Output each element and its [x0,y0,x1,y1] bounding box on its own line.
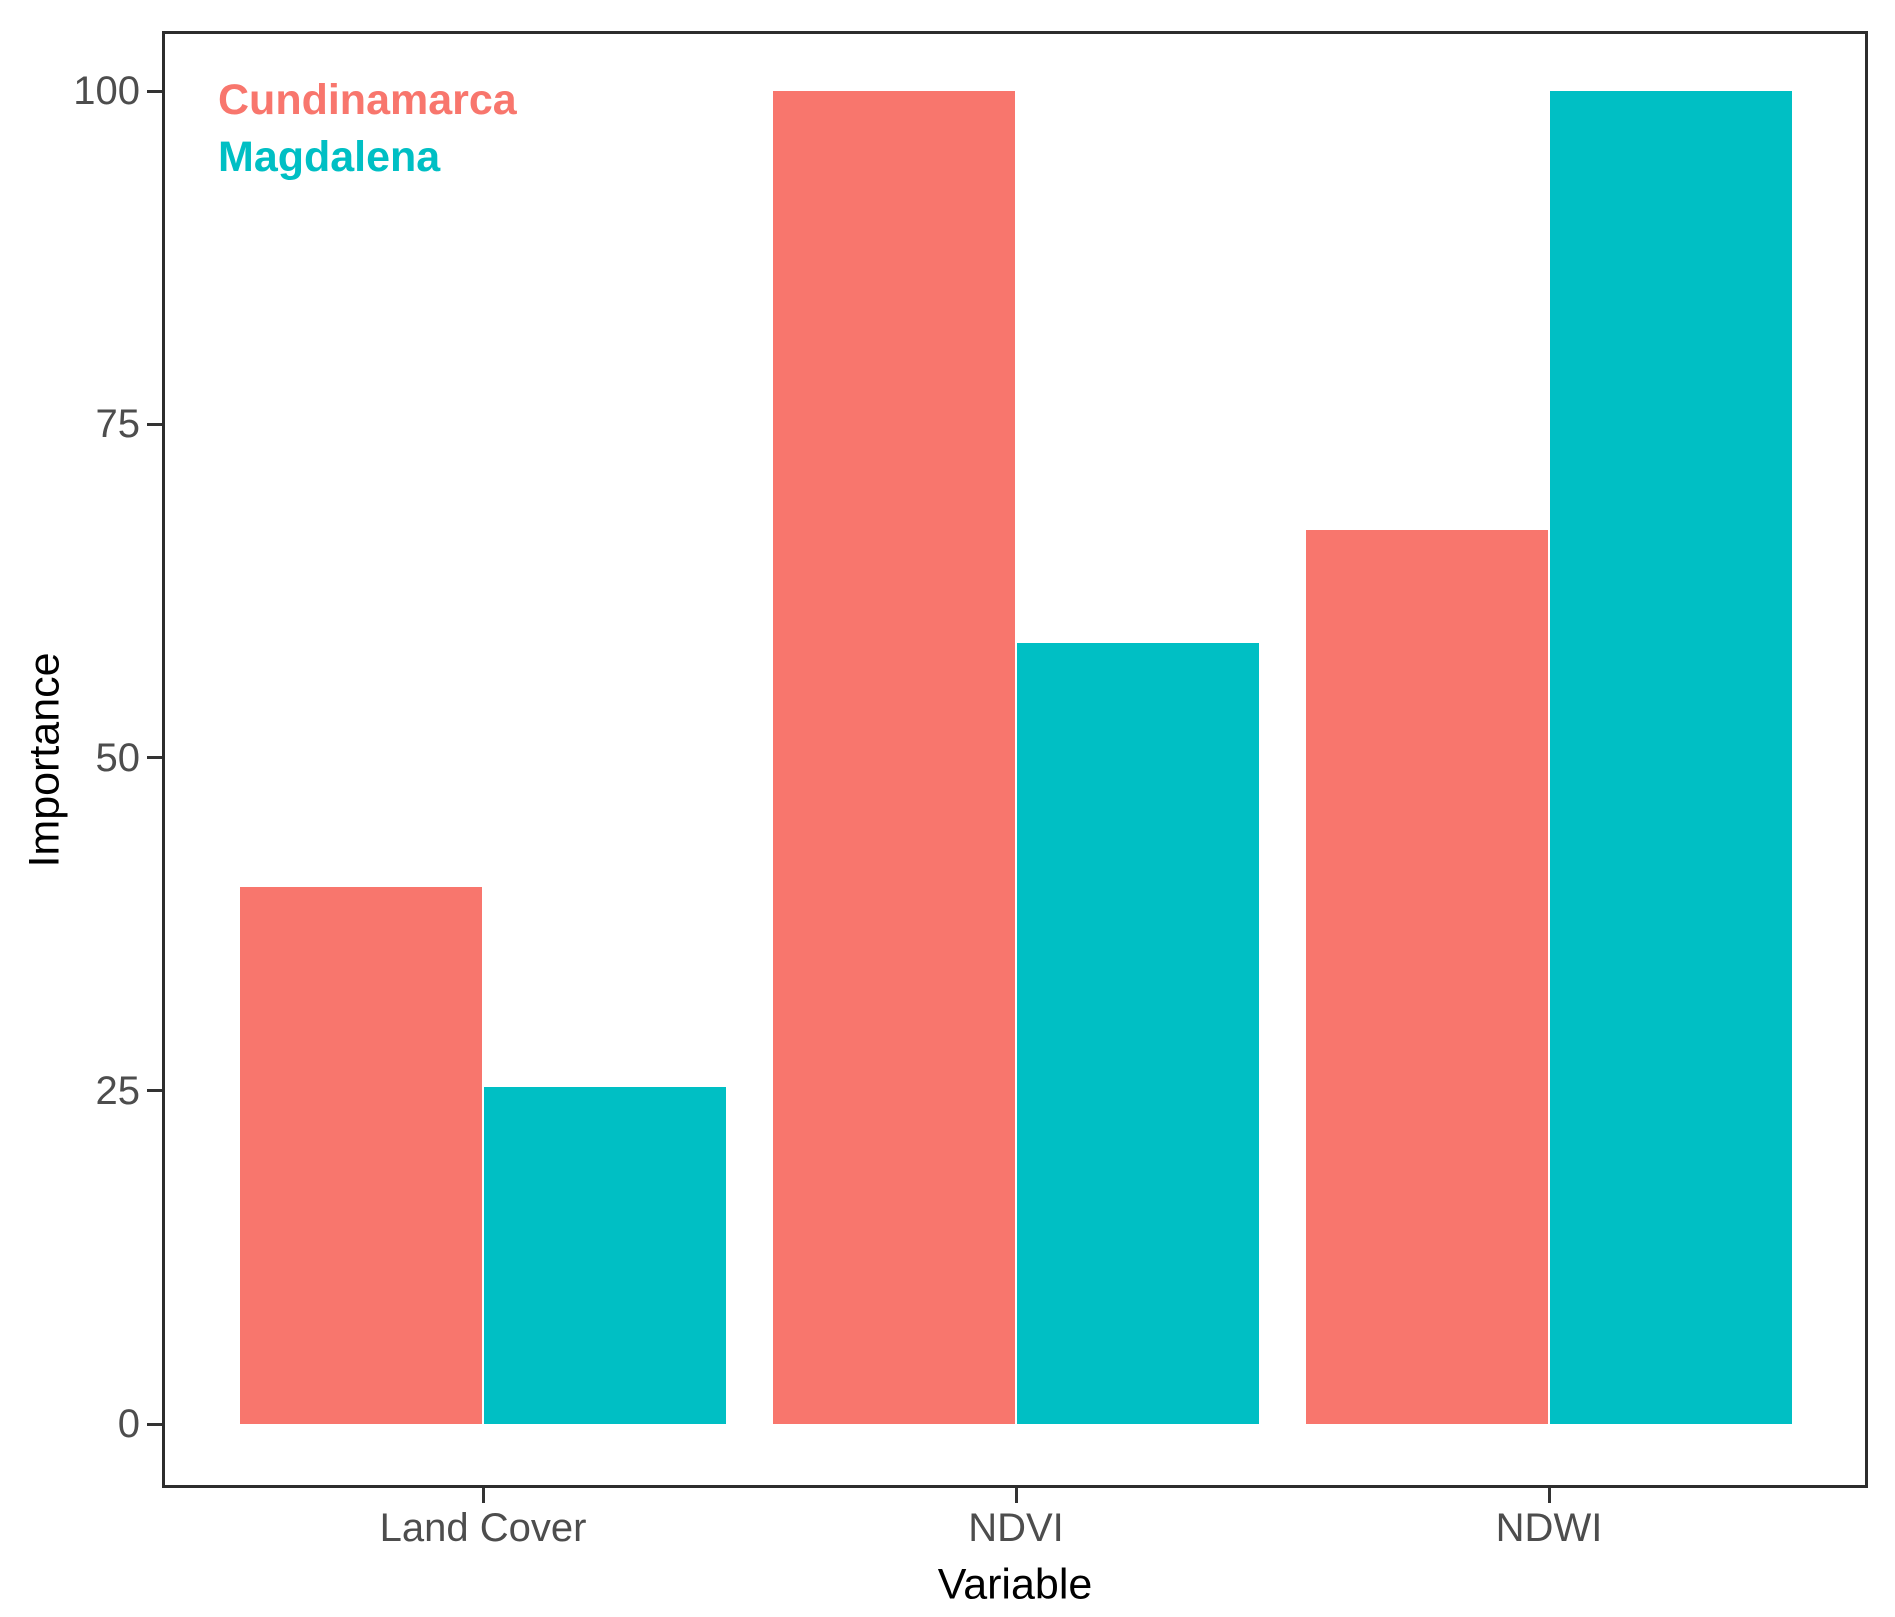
x-tick-label-land-cover: Land Cover [379,1506,587,1550]
x-tick-mark-ndvi [1014,1488,1018,1503]
bar-cundinamarca-ndwi [1306,529,1548,1424]
y-tick-mark-25 [147,1089,162,1093]
y-tick-label-25: 25 [95,1068,141,1113]
bar-magdalena-ndvi [1017,642,1259,1424]
bar-cundinamarca-ndvi [773,91,1015,1424]
x-axis-title: Variable [937,1560,1093,1609]
bar-magdalena-land-cover [484,1086,726,1424]
legend: Cundinamarca Magdalena [218,72,517,186]
y-tick-label-75: 75 [95,402,141,447]
x-tick-mark-ndwi [1547,1488,1551,1503]
y-tick-mark-100 [147,89,162,93]
y-tick-mark-0 [147,1422,162,1426]
y-tick-mark-50 [147,756,162,759]
x-tick-label-ndwi: NDWI [1495,1506,1603,1550]
bar-cundinamarca-land-cover [240,886,482,1424]
y-tick-mark-75 [147,422,162,426]
legend-entry-magdalena: Magdalena [218,133,441,181]
bar-magdalena-ndwi [1550,91,1792,1424]
x-tick-mark-land-cover [481,1488,485,1503]
y-tick-label-100: 100 [73,69,140,113]
y-tick-label-0: 0 [117,1402,140,1446]
y-tick-label-50: 50 [95,735,141,780]
y-axis-title: Importance [20,651,69,868]
legend-entry-cundinamarca: Cundinamarca [218,76,517,124]
x-tick-label-ndvi: NDVI [968,1506,1064,1550]
